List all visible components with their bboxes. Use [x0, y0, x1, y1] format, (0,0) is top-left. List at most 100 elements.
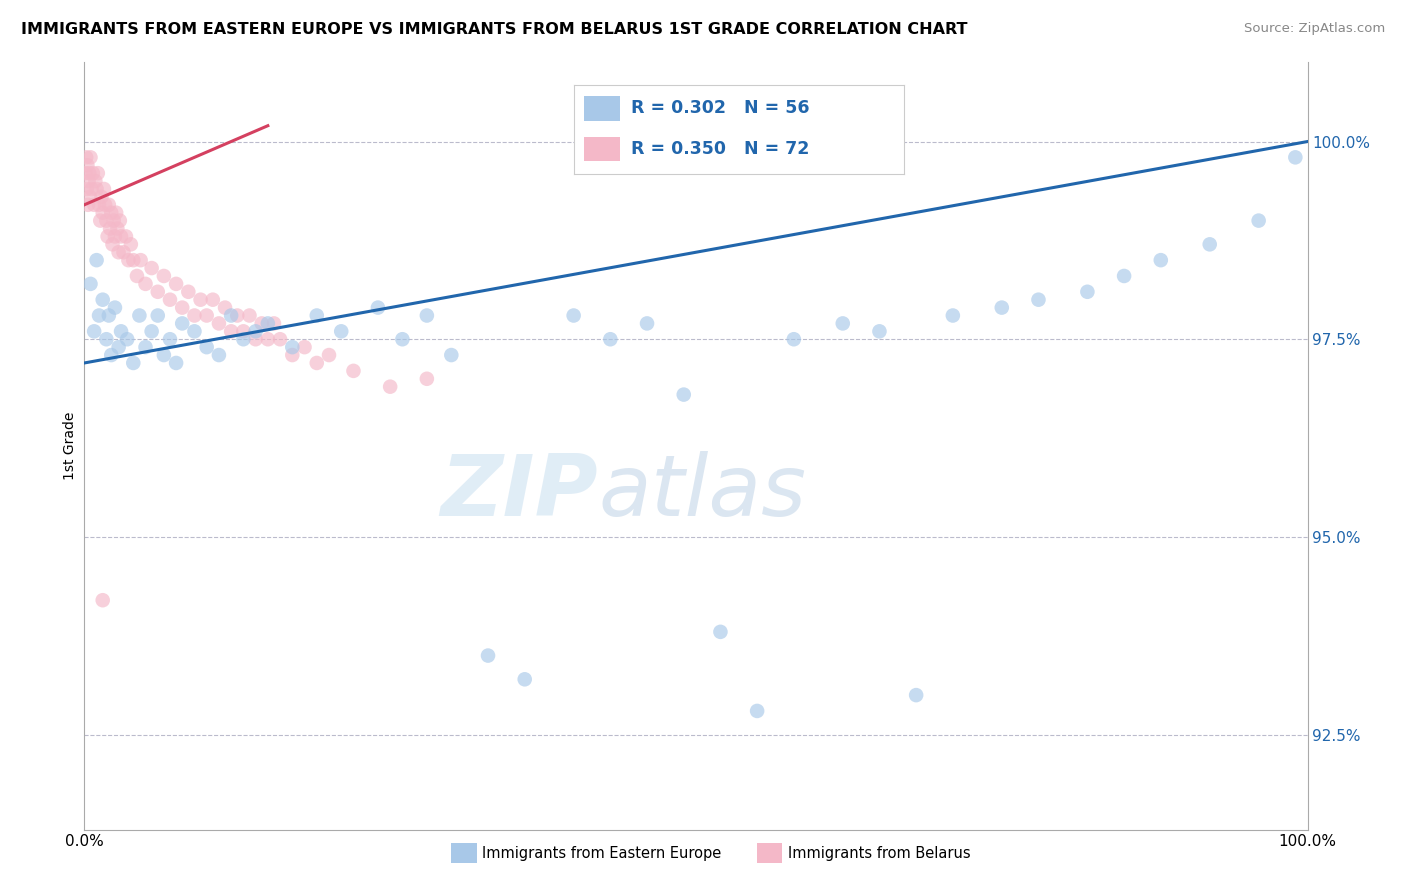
Point [318, 348, 340, 362]
Point [219, 309, 242, 323]
Point [79, 150, 101, 164]
Point [214, 301, 236, 315]
Point [91, 205, 114, 219]
Point [391, 332, 413, 346]
Point [80, 182, 103, 196]
Point [245, 332, 267, 346]
Point [77, 166, 100, 180]
Point [128, 309, 150, 323]
Point [77, 198, 100, 212]
Point [477, 648, 499, 663]
Point [100, 348, 122, 362]
Point [86, 182, 108, 196]
Point [195, 340, 218, 354]
Point [305, 356, 328, 370]
Point [183, 324, 205, 338]
Point [93, 182, 115, 196]
Point [190, 293, 212, 307]
Point [869, 324, 891, 338]
Point [172, 317, 194, 331]
Point [672, 387, 695, 401]
Text: Source: ZipAtlas.com: Source: ZipAtlas.com [1244, 22, 1385, 36]
Point [115, 332, 138, 346]
Point [94, 198, 117, 212]
Point [195, 309, 218, 323]
Point [141, 261, 163, 276]
Point [87, 166, 110, 180]
Point [177, 285, 200, 299]
Point [942, 309, 965, 323]
Point [1247, 213, 1270, 227]
Point [294, 340, 316, 354]
Point [238, 309, 260, 323]
Point [747, 704, 769, 718]
Point [281, 340, 304, 354]
Point [416, 309, 439, 323]
Point [232, 332, 254, 346]
Point [201, 293, 224, 307]
Point [165, 277, 187, 291]
Point [1284, 150, 1306, 164]
Point [120, 237, 142, 252]
Point [87, 198, 110, 212]
Point [101, 237, 124, 252]
Point [380, 380, 402, 394]
Point [1028, 293, 1050, 307]
Point [208, 317, 231, 331]
Point [107, 340, 129, 354]
Text: ZIP: ZIP [440, 450, 598, 533]
Point [77, 174, 100, 188]
Point [153, 348, 176, 362]
Point [79, 190, 101, 204]
Point [103, 213, 125, 227]
Point [96, 332, 118, 346]
Point [342, 364, 364, 378]
Point [89, 213, 111, 227]
Point [75, 166, 97, 180]
Point [112, 245, 135, 260]
Point [76, 158, 98, 172]
Point [104, 229, 127, 244]
Point [107, 245, 129, 260]
Point [76, 182, 98, 196]
Point [98, 221, 121, 235]
Point [105, 205, 128, 219]
Point [110, 229, 132, 244]
Point [831, 317, 853, 331]
Point [135, 277, 157, 291]
Point [257, 332, 280, 346]
Point [104, 301, 127, 315]
Point [1150, 253, 1173, 268]
Point [281, 348, 304, 362]
Point [367, 301, 389, 315]
Point [83, 324, 105, 338]
Point [75, 150, 97, 164]
Point [709, 624, 731, 639]
Point [153, 268, 176, 283]
Point [263, 317, 285, 331]
Point [172, 301, 194, 315]
Point [86, 253, 108, 268]
Point [122, 253, 145, 268]
Y-axis label: 1st Grade: 1st Grade [63, 412, 77, 480]
Point [330, 324, 353, 338]
Point [599, 332, 621, 346]
Point [219, 324, 242, 338]
Text: Immigrants from Belarus: Immigrants from Belarus [789, 847, 970, 861]
Point [90, 190, 112, 204]
Point [97, 198, 120, 212]
Point [783, 332, 806, 346]
Point [245, 324, 267, 338]
Point [122, 356, 145, 370]
Text: IMMIGRANTS FROM EASTERN EUROPE VS IMMIGRANTS FROM BELARUS 1ST GRADE CORRELATION : IMMIGRANTS FROM EASTERN EUROPE VS IMMIGR… [21, 22, 967, 37]
Point [562, 309, 585, 323]
Point [84, 174, 107, 188]
Point [159, 332, 181, 346]
Point [125, 268, 148, 283]
Point [82, 166, 104, 180]
Point [105, 221, 128, 235]
Point [1114, 268, 1136, 283]
Point [250, 317, 273, 331]
Point [83, 198, 105, 212]
Point [129, 253, 152, 268]
